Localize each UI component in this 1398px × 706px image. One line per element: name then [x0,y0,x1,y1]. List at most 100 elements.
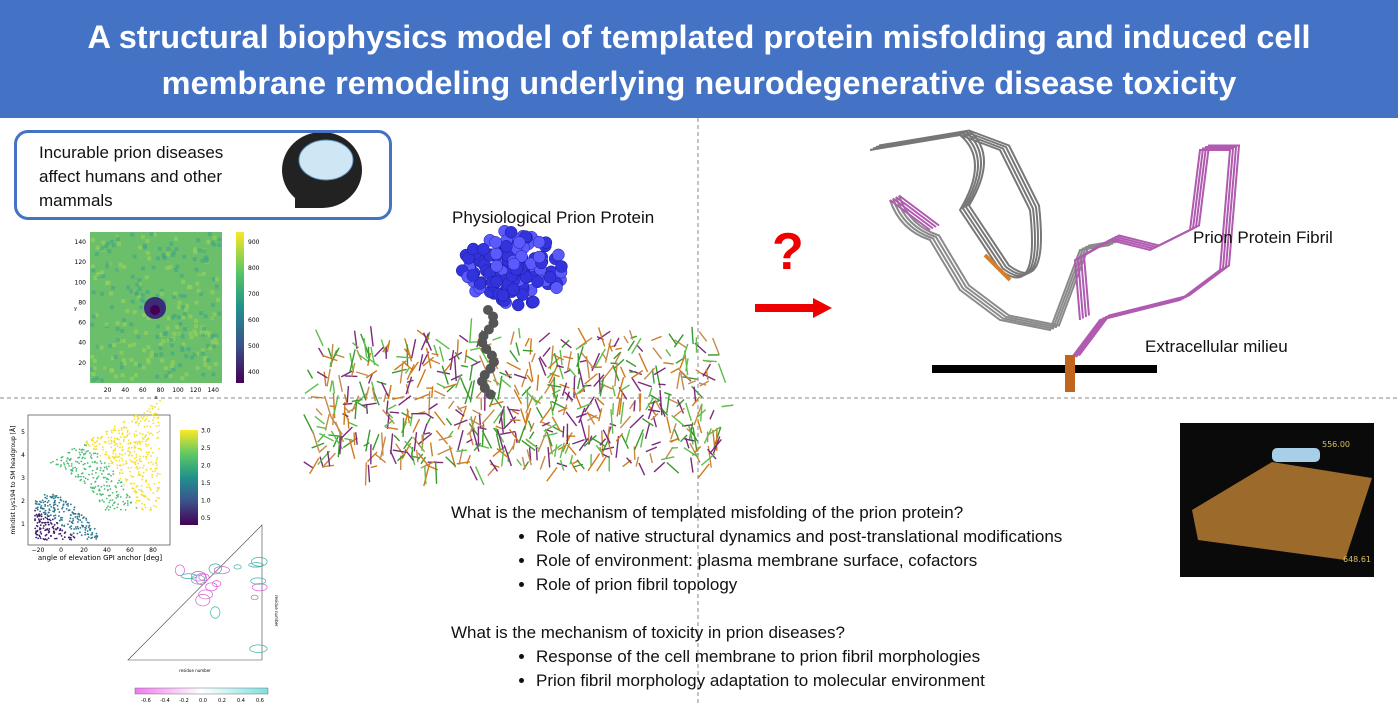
scatter-dot [145,414,148,417]
scatter-dot [88,524,91,527]
lipid [412,418,421,433]
lipid [556,364,564,369]
lipid [433,411,446,426]
heatmap-noise [145,357,150,362]
contour-line [248,562,264,568]
scatter-dot [55,463,58,466]
heatmap-noise [216,297,221,302]
lipid [406,364,415,381]
scatter-dot [109,488,112,490]
heatmap-noise [122,318,127,323]
scatter-dot [112,502,115,505]
protein-bead [511,298,525,312]
scatter-dot [40,513,43,516]
lipid [492,336,502,341]
lipid [547,356,561,369]
heatmap-noise [194,300,199,305]
scatter-dot [142,415,145,418]
heatmap-noise [159,291,164,296]
scatter-dot [40,518,43,521]
scatter-dot [96,468,99,471]
lipid [654,399,662,410]
scatter-dot [74,475,77,478]
heatmap-noise [206,343,211,348]
heatmap-noise [184,303,189,308]
lipid [513,389,523,405]
protein-bead [515,250,528,263]
lipid [509,350,519,363]
contour-line [198,589,213,600]
scatter-dot [44,500,47,503]
scatter-dot [86,478,89,481]
scatter-dot [144,443,147,445]
scatter-dot [69,457,72,460]
scatter-dot [133,418,136,421]
scatter-dot [124,478,127,480]
lipid [311,396,323,399]
heatmap-noise [193,332,198,337]
lipid [445,417,453,426]
scatter-dot [86,442,89,445]
lipid [319,456,324,468]
lipid [563,355,574,360]
lipid [366,356,380,367]
heatmap-noise [126,285,131,290]
scatter-dot [142,508,144,511]
heatmap-noise [214,277,219,282]
lipid [403,348,412,358]
heatmap-noise [179,293,184,298]
scatter-dot [154,470,157,472]
lipid [415,449,419,463]
scatter-dot [62,500,65,503]
lipid [553,352,559,368]
scatter-dot [150,432,153,435]
scatter-dot [37,537,40,540]
scatter-dot [102,448,104,451]
scatter-dot [78,451,81,454]
scatter-dot [81,451,83,454]
contour-line [195,573,208,585]
lipid [324,413,330,431]
lipid [315,408,323,416]
lipid [455,374,462,389]
fibril-strand [889,199,931,231]
lipid [691,385,703,398]
heatmap-noise [91,290,96,295]
scatter-dot [157,481,160,484]
lipid [425,347,432,369]
scatter-dot [83,480,86,483]
scatter-dot [126,435,129,437]
heatmap-noise [105,264,110,269]
scatter-dot [155,505,158,508]
lipid [641,417,654,427]
lipid [712,337,720,355]
scatter-dot [119,481,122,484]
scatter-dot [52,495,54,498]
scatter-dot [106,484,108,487]
lipid [323,395,333,419]
heatmap-noise [155,334,160,339]
fibril-strand [1072,147,1235,360]
lipid [418,432,433,445]
lipid [525,439,540,450]
scatter-dot [44,505,47,507]
tick-label: 5 [21,429,25,436]
lipid [578,437,589,452]
scatter-dot [153,482,156,485]
scatter-dot [113,427,116,430]
scatter-dot [85,517,87,520]
heatmap-noise [213,336,218,341]
scatter-dot [150,447,152,450]
lipid [671,414,686,428]
scatter-dot [74,526,77,528]
scatter-dot [143,425,146,428]
protein-bead [527,295,540,309]
scatter-dot [156,490,158,493]
lipid [416,368,427,389]
lipid [653,461,666,473]
lipid [547,447,551,468]
lipid [383,392,387,403]
lipid [615,432,624,442]
question: What is the mechanism of toxicity in pri… [451,623,846,642]
